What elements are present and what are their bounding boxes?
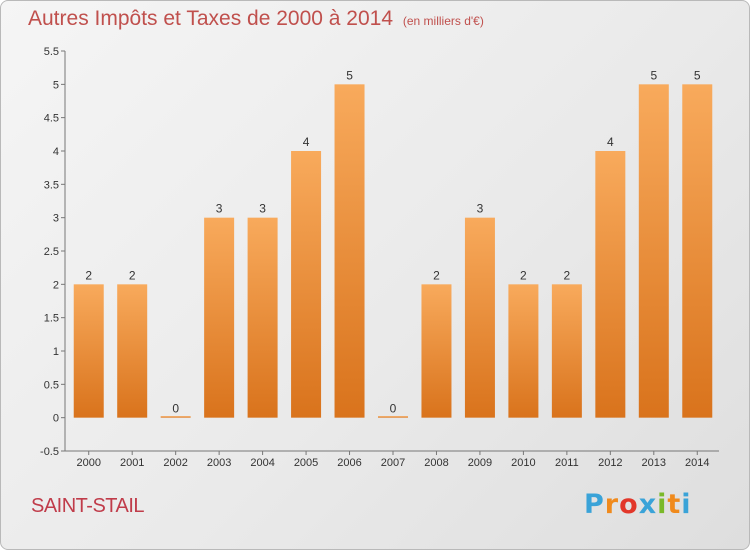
value-label-2002: 0 (172, 402, 179, 416)
value-label-2014: 5 (694, 68, 701, 82)
x-tick-label-2001: 2001 (120, 457, 144, 469)
y-tick-label: 3.5 (44, 179, 59, 191)
bar-2000 (73, 284, 104, 418)
value-label-2013: 5 (650, 68, 657, 82)
y-tick-label: 4 (53, 146, 59, 158)
proxiti-logo: Proxiti (584, 489, 692, 520)
bar-2004 (247, 217, 278, 418)
y-tick-label: 2.5 (44, 246, 59, 258)
y-tick-label: 2 (53, 279, 59, 291)
value-label-2001: 2 (129, 268, 136, 282)
chart-unit: (en milliers d'€) (402, 14, 484, 28)
commune-name: SAINT-STAIL (31, 495, 145, 517)
logo-letter: t (667, 489, 682, 520)
bar-2001 (117, 284, 148, 418)
x-tick-label-2000: 2000 (76, 457, 100, 469)
bar-2013 (638, 84, 669, 418)
logo-letter: o (619, 489, 639, 520)
value-label-2003: 3 (216, 202, 223, 216)
value-label-2007: 0 (390, 402, 397, 416)
bar-2014 (682, 84, 713, 418)
x-tick-label-2011: 2011 (555, 457, 579, 469)
value-label-2008: 2 (433, 268, 440, 282)
value-label-2012: 4 (607, 135, 614, 149)
y-tick-label: 0.5 (44, 379, 59, 391)
y-tick-label: 1.5 (44, 313, 59, 325)
bar-2012 (595, 151, 626, 418)
value-label-2006: 5 (346, 68, 353, 82)
bar-2002 (160, 416, 191, 418)
chart-title: Autres Impôts et Taxes de 2000 à 2014 (e… (28, 7, 484, 31)
x-tick-label-2003: 2003 (207, 457, 231, 469)
value-label-2009: 3 (477, 202, 484, 216)
x-tick-label-2014: 2014 (685, 457, 709, 469)
y-tick-label: 5.5 (44, 46, 59, 58)
logo-letter: i (657, 489, 668, 520)
bar-2006 (334, 84, 365, 418)
y-tick-label: 4.5 (44, 113, 59, 125)
x-tick-label-2007: 2007 (381, 457, 405, 469)
bar-2007 (378, 416, 408, 418)
logo-letter: i (681, 489, 692, 520)
y-tick-label: -0.5 (40, 446, 59, 458)
x-tick-label-2006: 2006 (337, 457, 361, 469)
x-tick-label-2005: 2005 (294, 457, 318, 469)
chart-title-text: Autres Impôts et Taxes de 2000 à 2014 (28, 7, 394, 30)
y-tick-label: 0 (53, 413, 59, 425)
x-tick-label-2008: 2008 (424, 457, 448, 469)
bar-2003 (204, 217, 235, 418)
y-tick-label: 5 (53, 79, 59, 91)
value-label-2004: 3 (259, 202, 266, 216)
logo-letter: r (604, 489, 620, 520)
value-label-2000: 2 (85, 268, 92, 282)
x-tick-label-2009: 2009 (468, 457, 492, 469)
y-tick-label: 1 (53, 346, 59, 358)
value-label-2011: 2 (564, 268, 571, 282)
logo-letter: P (584, 489, 605, 520)
bar-2005 (291, 151, 322, 418)
x-tick-label-2013: 2013 (642, 457, 666, 469)
value-label-2010: 2 (520, 268, 527, 282)
logo-letter: x (638, 489, 658, 520)
value-label-2005: 4 (303, 135, 310, 149)
bar-2010 (508, 284, 539, 418)
bar-2009 (464, 217, 495, 418)
x-tick-label-2012: 2012 (598, 457, 622, 469)
bar-2011 (551, 284, 582, 418)
x-tick-label-2004: 2004 (250, 457, 274, 469)
x-tick-label-2010: 2010 (511, 457, 535, 469)
bar-2008 (421, 284, 452, 418)
x-tick-label-2002: 2002 (163, 457, 187, 469)
y-tick-label: 3 (53, 213, 59, 225)
